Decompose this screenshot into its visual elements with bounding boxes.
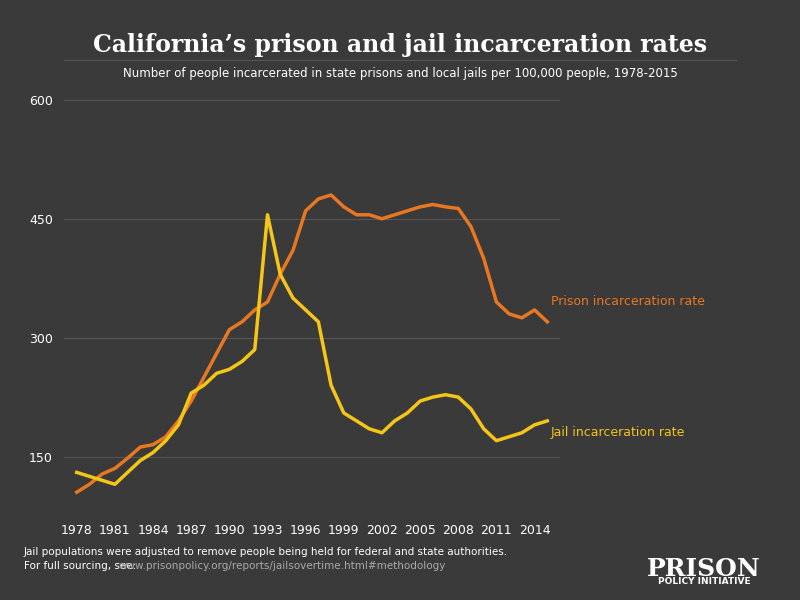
Text: Number of people incarcerated in state prisons and local jails per 100,000 peopl: Number of people incarcerated in state p… <box>122 67 678 80</box>
Text: For full sourcing, see:: For full sourcing, see: <box>24 561 139 571</box>
Text: Jail populations were adjusted to remove people being held for federal and state: Jail populations were adjusted to remove… <box>24 547 508 557</box>
Text: POLICY INITIATIVE: POLICY INITIATIVE <box>658 577 750 586</box>
Text: www.prisonpolicy.org/reports/jailsovertime.html#methodology: www.prisonpolicy.org/reports/jailsoverti… <box>118 561 446 571</box>
Text: PRISON: PRISON <box>647 557 761 581</box>
Text: Jail incarceration rate: Jail incarceration rate <box>551 426 686 439</box>
Text: Prison incarceration rate: Prison incarceration rate <box>551 295 705 308</box>
Text: California’s prison and jail incarceration rates: California’s prison and jail incarcerati… <box>93 33 707 57</box>
